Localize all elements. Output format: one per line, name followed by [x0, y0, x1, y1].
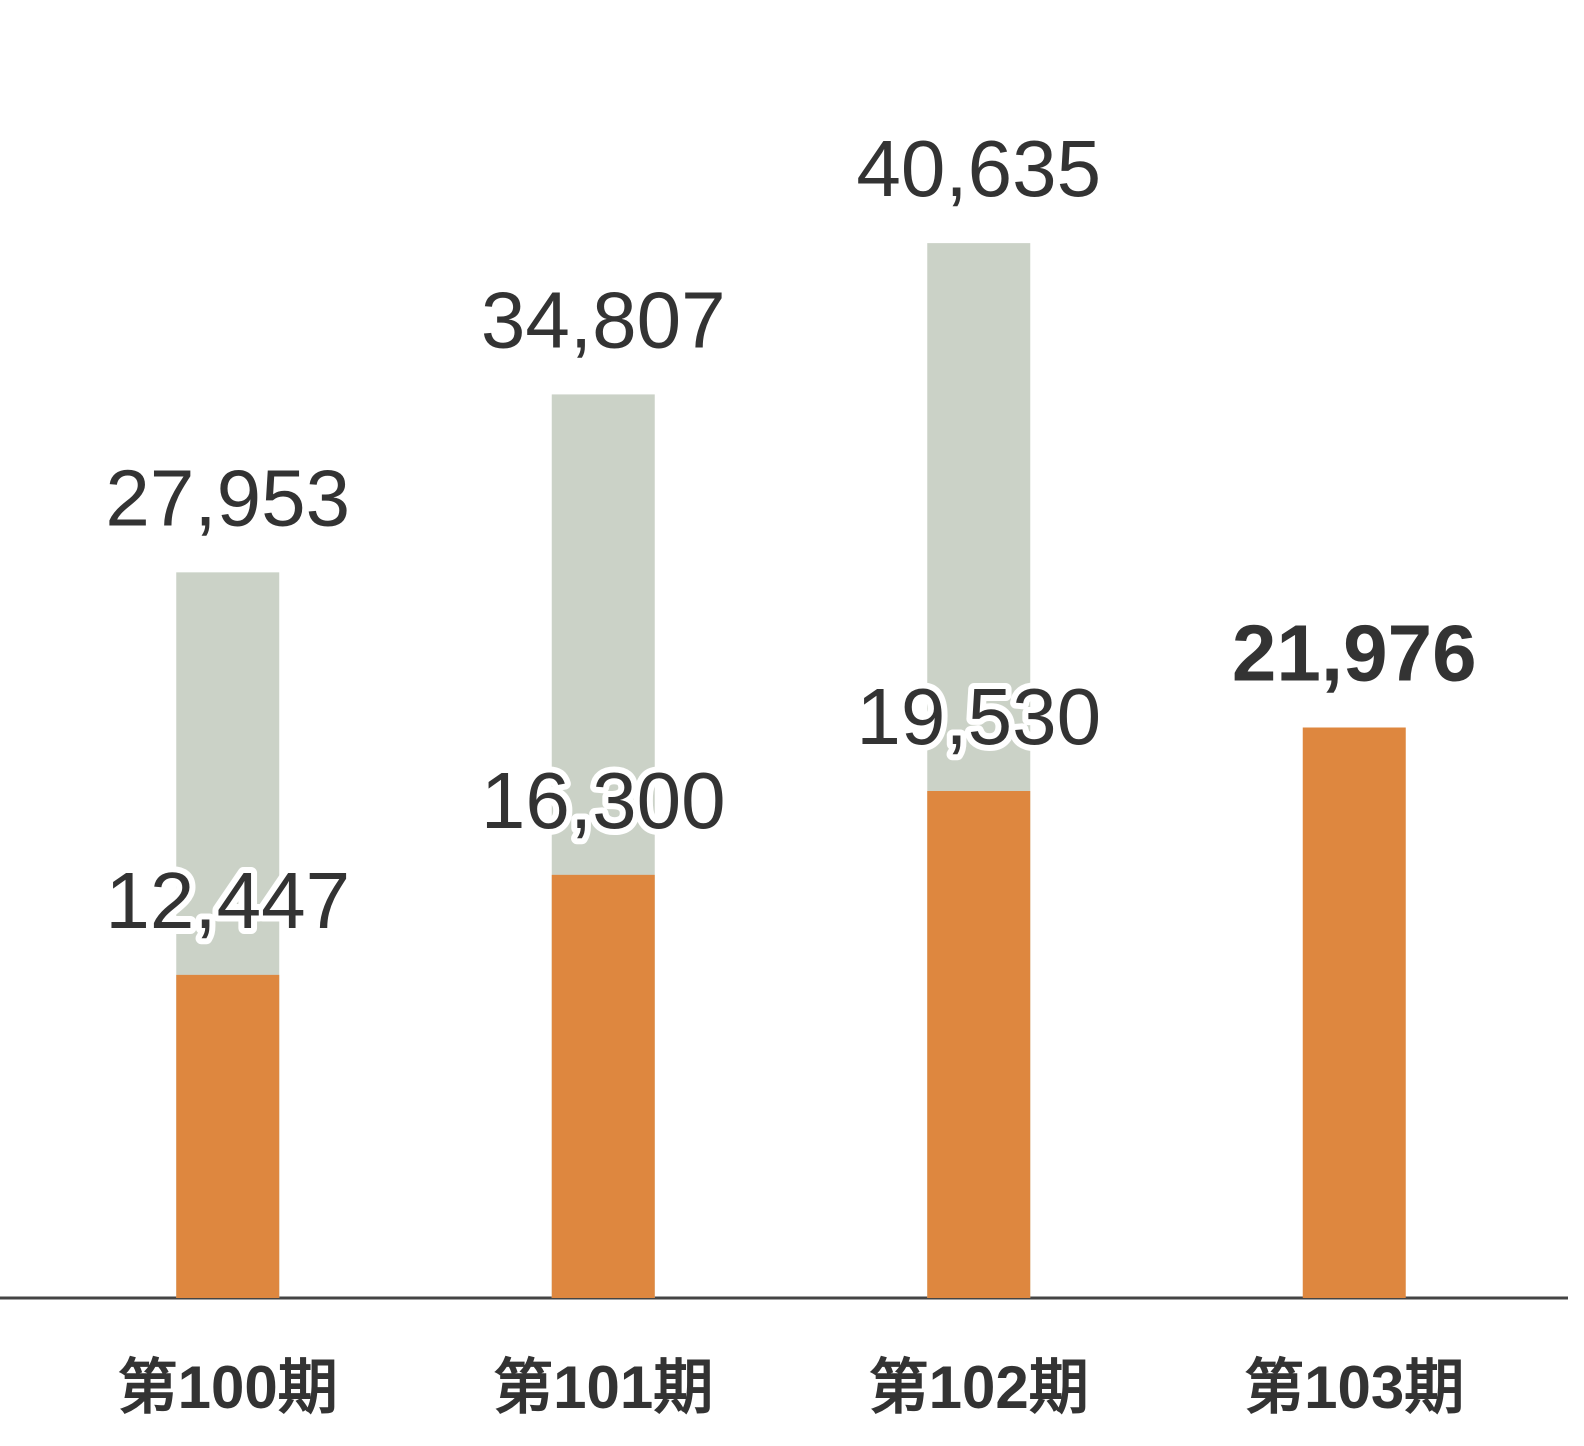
x-tick-label: 第101期	[493, 1354, 713, 1421]
bar	[927, 791, 1031, 1298]
bar	[551, 874, 655, 1298]
value-label: 40,635	[856, 124, 1101, 213]
value-label: 34,807	[481, 276, 726, 365]
x-tick-label: 第103期	[1244, 1354, 1464, 1421]
bar	[176, 974, 280, 1298]
bar	[1302, 727, 1406, 1298]
value-label: 21,976	[1232, 609, 1477, 698]
x-tick-label: 第100期	[118, 1354, 338, 1421]
x-tick-label: 第102期	[869, 1354, 1089, 1421]
value-label: 19,530	[856, 672, 1101, 761]
value-label: 12,447	[105, 856, 350, 945]
value-label: 27,953	[105, 453, 350, 542]
value-label: 16,300	[481, 756, 726, 845]
